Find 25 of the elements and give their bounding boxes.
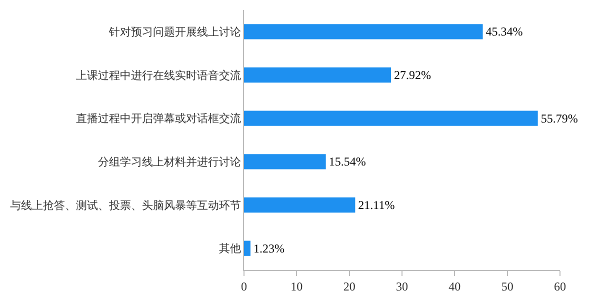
bar [244, 240, 250, 256]
data-label: 15.54% [328, 154, 366, 169]
bar [244, 24, 483, 40]
x-tick-label: 50 [501, 279, 514, 294]
x-tick-label: 20 [343, 279, 356, 294]
bar [244, 67, 392, 83]
x-tick-label: 30 [396, 279, 408, 294]
x-tick-label: 0 [241, 279, 247, 294]
y-tick-label: 与线上抢答、测试、投票、头脑风暴等互动环节 [10, 198, 241, 212]
y-tick-label: 上课过程中进行在线实时语音交流 [76, 68, 241, 82]
y-tick-label: 分组学习线上材料并进行讨论 [98, 156, 241, 169]
data-label: 55.79% [540, 111, 578, 126]
x-tick-label: 10 [290, 279, 303, 294]
bar [244, 197, 356, 213]
bar [244, 154, 326, 170]
data-label: 27.92% [394, 68, 432, 82]
data-label: 21.11% [358, 198, 395, 212]
x-tick-label: 60 [554, 279, 566, 294]
y-tick-label: 直播过程中开启弹幕或对话框交流 [76, 112, 241, 126]
x-tick-label: 40 [448, 279, 461, 294]
data-label: 45.34% [486, 24, 523, 39]
data-label: 1.23% [253, 241, 284, 256]
bar [244, 110, 538, 126]
y-tick-label: 其他 [218, 242, 241, 256]
y-tick-label: 针对预习问题开展线上讨论 [108, 26, 241, 39]
